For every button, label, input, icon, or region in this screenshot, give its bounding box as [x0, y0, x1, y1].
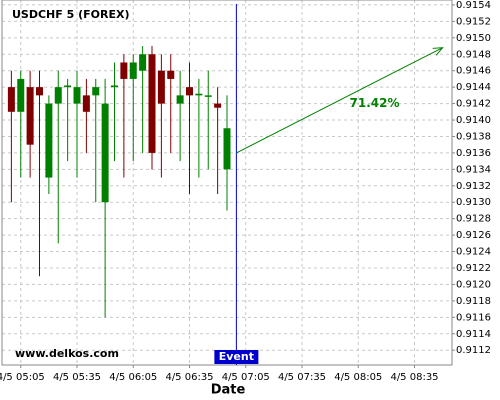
y-tick-label: 0.9140	[456, 115, 491, 126]
candle-body	[64, 85, 72, 88]
candle-body	[82, 95, 90, 112]
y-tick-label: 0.9152	[456, 16, 491, 27]
x-tick-label: 4/5 07:05	[222, 372, 270, 383]
x-tick-label: 4/5 05:05	[0, 372, 45, 383]
candle-body	[17, 78, 25, 112]
candle-body	[7, 87, 15, 112]
x-tick-label: 4/5 08:35	[390, 372, 438, 383]
candle-body	[101, 103, 109, 203]
candle-body	[176, 95, 184, 104]
y-tick-label: 0.9114	[456, 329, 491, 340]
y-tick-label: 0.9116	[456, 312, 491, 323]
candle-body	[139, 54, 147, 71]
y-tick-label: 0.9118	[456, 296, 491, 307]
x-tick-label: 4/5 07:35	[278, 372, 326, 383]
y-tick-label: 0.9154	[456, 0, 491, 11]
y-tick-label: 0.9134	[456, 164, 491, 175]
candle-body	[195, 93, 203, 96]
marks	[7, 46, 231, 318]
candle-body	[92, 87, 100, 96]
chart-title: USDCHF 5 (FOREX)	[12, 8, 129, 21]
watermark: www.delkos.com	[15, 347, 119, 360]
candle-body	[26, 87, 34, 145]
y-tick-label: 0.9136	[456, 148, 491, 159]
candle-body	[73, 87, 81, 104]
candle-body	[45, 103, 53, 178]
candle-body	[54, 87, 62, 104]
candle-body	[111, 85, 118, 88]
y-tick-label: 0.9120	[456, 279, 491, 290]
x-tick-label: 4/5 05:35	[53, 372, 101, 383]
y-tick-label: 0.9130	[456, 197, 491, 208]
y-tick-label: 0.9128	[456, 214, 491, 225]
x-tick-label: 4/5 06:05	[109, 372, 157, 383]
y-tick-label: 0.9112	[456, 345, 491, 356]
candle-body	[120, 62, 128, 79]
arrow-head	[432, 47, 444, 56]
candle-body	[129, 62, 137, 79]
x-axis-label: Date	[211, 383, 246, 398]
candle-body	[223, 128, 231, 170]
candle-body	[204, 95, 212, 97]
y-tick-label: 0.9132	[456, 181, 491, 192]
event-label: Event	[219, 350, 254, 363]
y-tick-label: 0.9144	[456, 82, 491, 93]
y-tick-label: 0.9142	[456, 99, 491, 110]
y-tick-label: 0.9146	[456, 66, 491, 77]
candle-body	[167, 70, 175, 79]
y-tick-label: 0.9150	[456, 33, 491, 44]
y-tick-label: 0.9126	[456, 230, 491, 241]
candle-body	[148, 54, 156, 153]
y-tick-label: 0.9122	[456, 263, 491, 274]
plot-frame	[1, 0, 453, 366]
y-tick-label: 0.9148	[456, 49, 491, 60]
candle-body	[157, 70, 165, 104]
event-badge	[214, 350, 259, 364]
candle-body	[214, 103, 222, 108]
y-tick-label: 0.9138	[456, 131, 491, 142]
forecast-arrow	[236, 47, 443, 154]
x-tick-label: 4/5 06:35	[165, 372, 213, 383]
y-tick-label: 0.9124	[456, 247, 491, 258]
candle-body	[186, 87, 193, 96]
candle-body	[36, 87, 43, 96]
arrow-label: 71.42%	[350, 96, 400, 110]
x-tick-label: 4/5 08:05	[334, 372, 382, 383]
